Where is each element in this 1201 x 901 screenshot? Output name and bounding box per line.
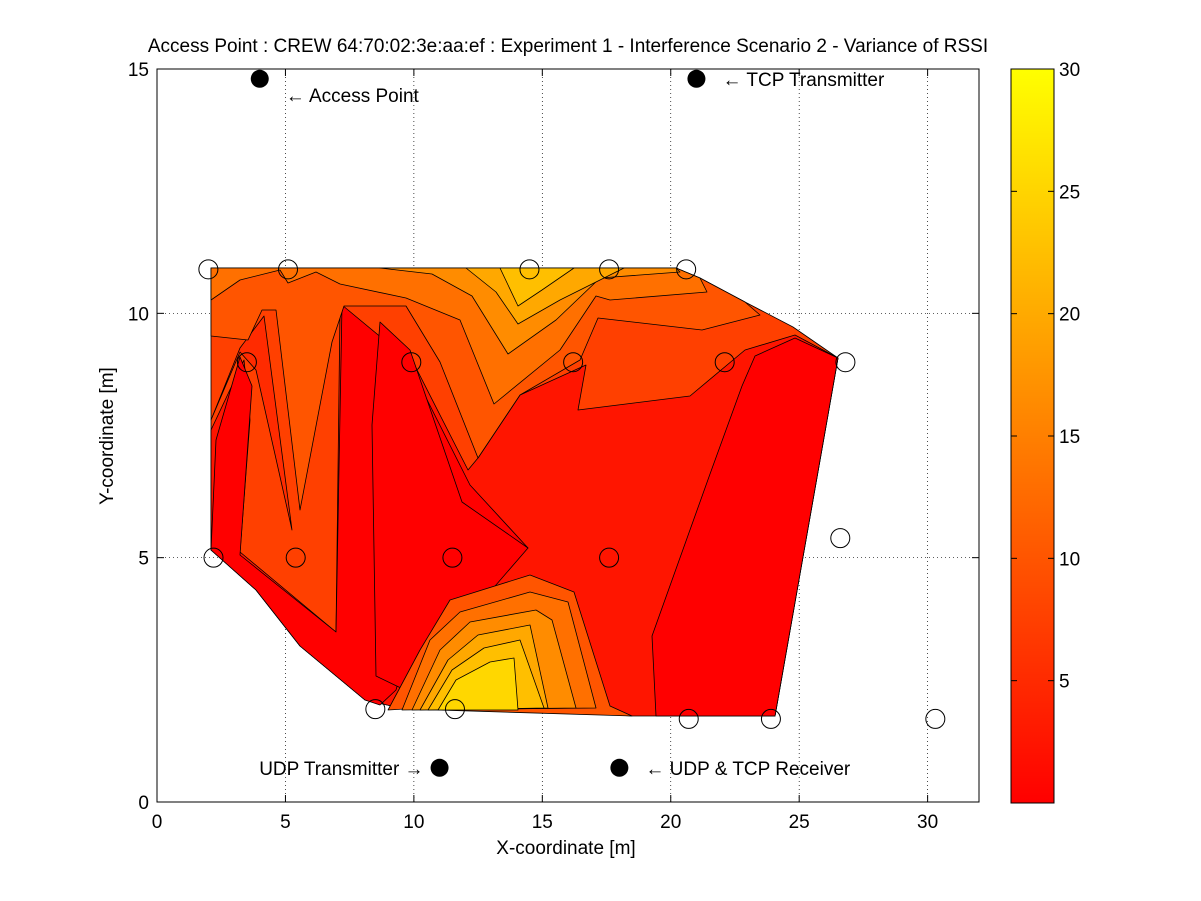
x-tick-label: 5: [280, 812, 291, 833]
axis-ticks: 0 5 10 15 20 25 30 0 5 10 15: [128, 60, 979, 833]
y-tick-label: 5: [138, 549, 149, 570]
x-tick-label: 25: [789, 812, 810, 833]
x-tick-label: 30: [917, 812, 938, 833]
node-marker: [430, 758, 449, 777]
measurement-point: [925, 708, 946, 729]
measurement-point: [285, 547, 306, 568]
axes-box: [156, 68, 980, 803]
x-tick-label: 15: [532, 812, 553, 833]
colorbar-tick-label: 20: [1059, 305, 1080, 326]
colorbar-tick-label: 5: [1059, 672, 1070, 693]
measurement-point: [830, 528, 851, 549]
contour-level-6: [651, 337, 839, 717]
node-marker: [610, 758, 629, 777]
node-marker: [687, 69, 706, 88]
measurement-point: [203, 547, 224, 568]
contour-level-5: [371, 321, 529, 691]
colorbar-ticks: 5 10 15 20 25 30: [1011, 60, 1080, 693]
contour-level-8: [210, 267, 708, 405]
node-label: ← TCP Transmitter: [722, 70, 885, 91]
measurement-point: [760, 708, 781, 729]
measurement-point: [599, 547, 620, 568]
colorbar-tick-label: 10: [1059, 549, 1080, 570]
node-label: ← Access Point: [286, 86, 420, 107]
x-tick-label: 20: [660, 812, 681, 833]
y-tick-label: 0: [138, 793, 149, 814]
measurement-point: [519, 259, 540, 280]
x-tick-label: 0: [152, 812, 163, 833]
measurement-point: [835, 352, 856, 373]
colorbar-tick-label: 25: [1059, 182, 1080, 203]
measurement-point: [714, 352, 735, 373]
measurement-point: [278, 259, 299, 280]
measurement-point: [678, 708, 699, 729]
node-label: ← UDP & TCP Receiver: [645, 759, 851, 780]
measurement-point: [198, 259, 219, 280]
node-label: UDP Transmitter →: [259, 759, 423, 780]
colorbar: [1010, 68, 1055, 804]
x-tick-label: 10: [403, 812, 424, 833]
measurement-point: [676, 259, 697, 280]
chart-title: Access Point : CREW 64:70:02:3e:aa:ef : …: [148, 36, 988, 57]
contour-level-11: [499, 267, 575, 307]
colorbar-tick-label: 30: [1059, 60, 1080, 81]
contour-level-2: [210, 315, 293, 531]
measurement-point: [236, 352, 257, 373]
contour-level-4: [210, 304, 529, 706]
node-markers: ← Access Point ← TCP Transmitter UDP Trans…: [250, 69, 885, 780]
y-axis-label: Y-coordinate [m]: [97, 367, 118, 505]
measurement-markers: [198, 259, 946, 729]
y-tick-label: 15: [128, 60, 149, 81]
measurement-point: [444, 699, 465, 720]
colorbar-tick-label: 15: [1059, 427, 1080, 448]
contour-fill: [210, 267, 839, 717]
measurement-point: [442, 547, 463, 568]
measurement-point: [401, 352, 422, 373]
node-marker: [250, 69, 269, 88]
measurement-point: [365, 699, 386, 720]
contour-level-7: [210, 267, 761, 511]
measurement-point: [599, 259, 620, 280]
measurement-point: [563, 352, 584, 373]
y-tick-label: 10: [128, 304, 149, 325]
contour-level-17: [437, 657, 519, 711]
x-axis-label: X-coordinate [m]: [496, 838, 635, 859]
contour-level-10: [465, 267, 625, 325]
